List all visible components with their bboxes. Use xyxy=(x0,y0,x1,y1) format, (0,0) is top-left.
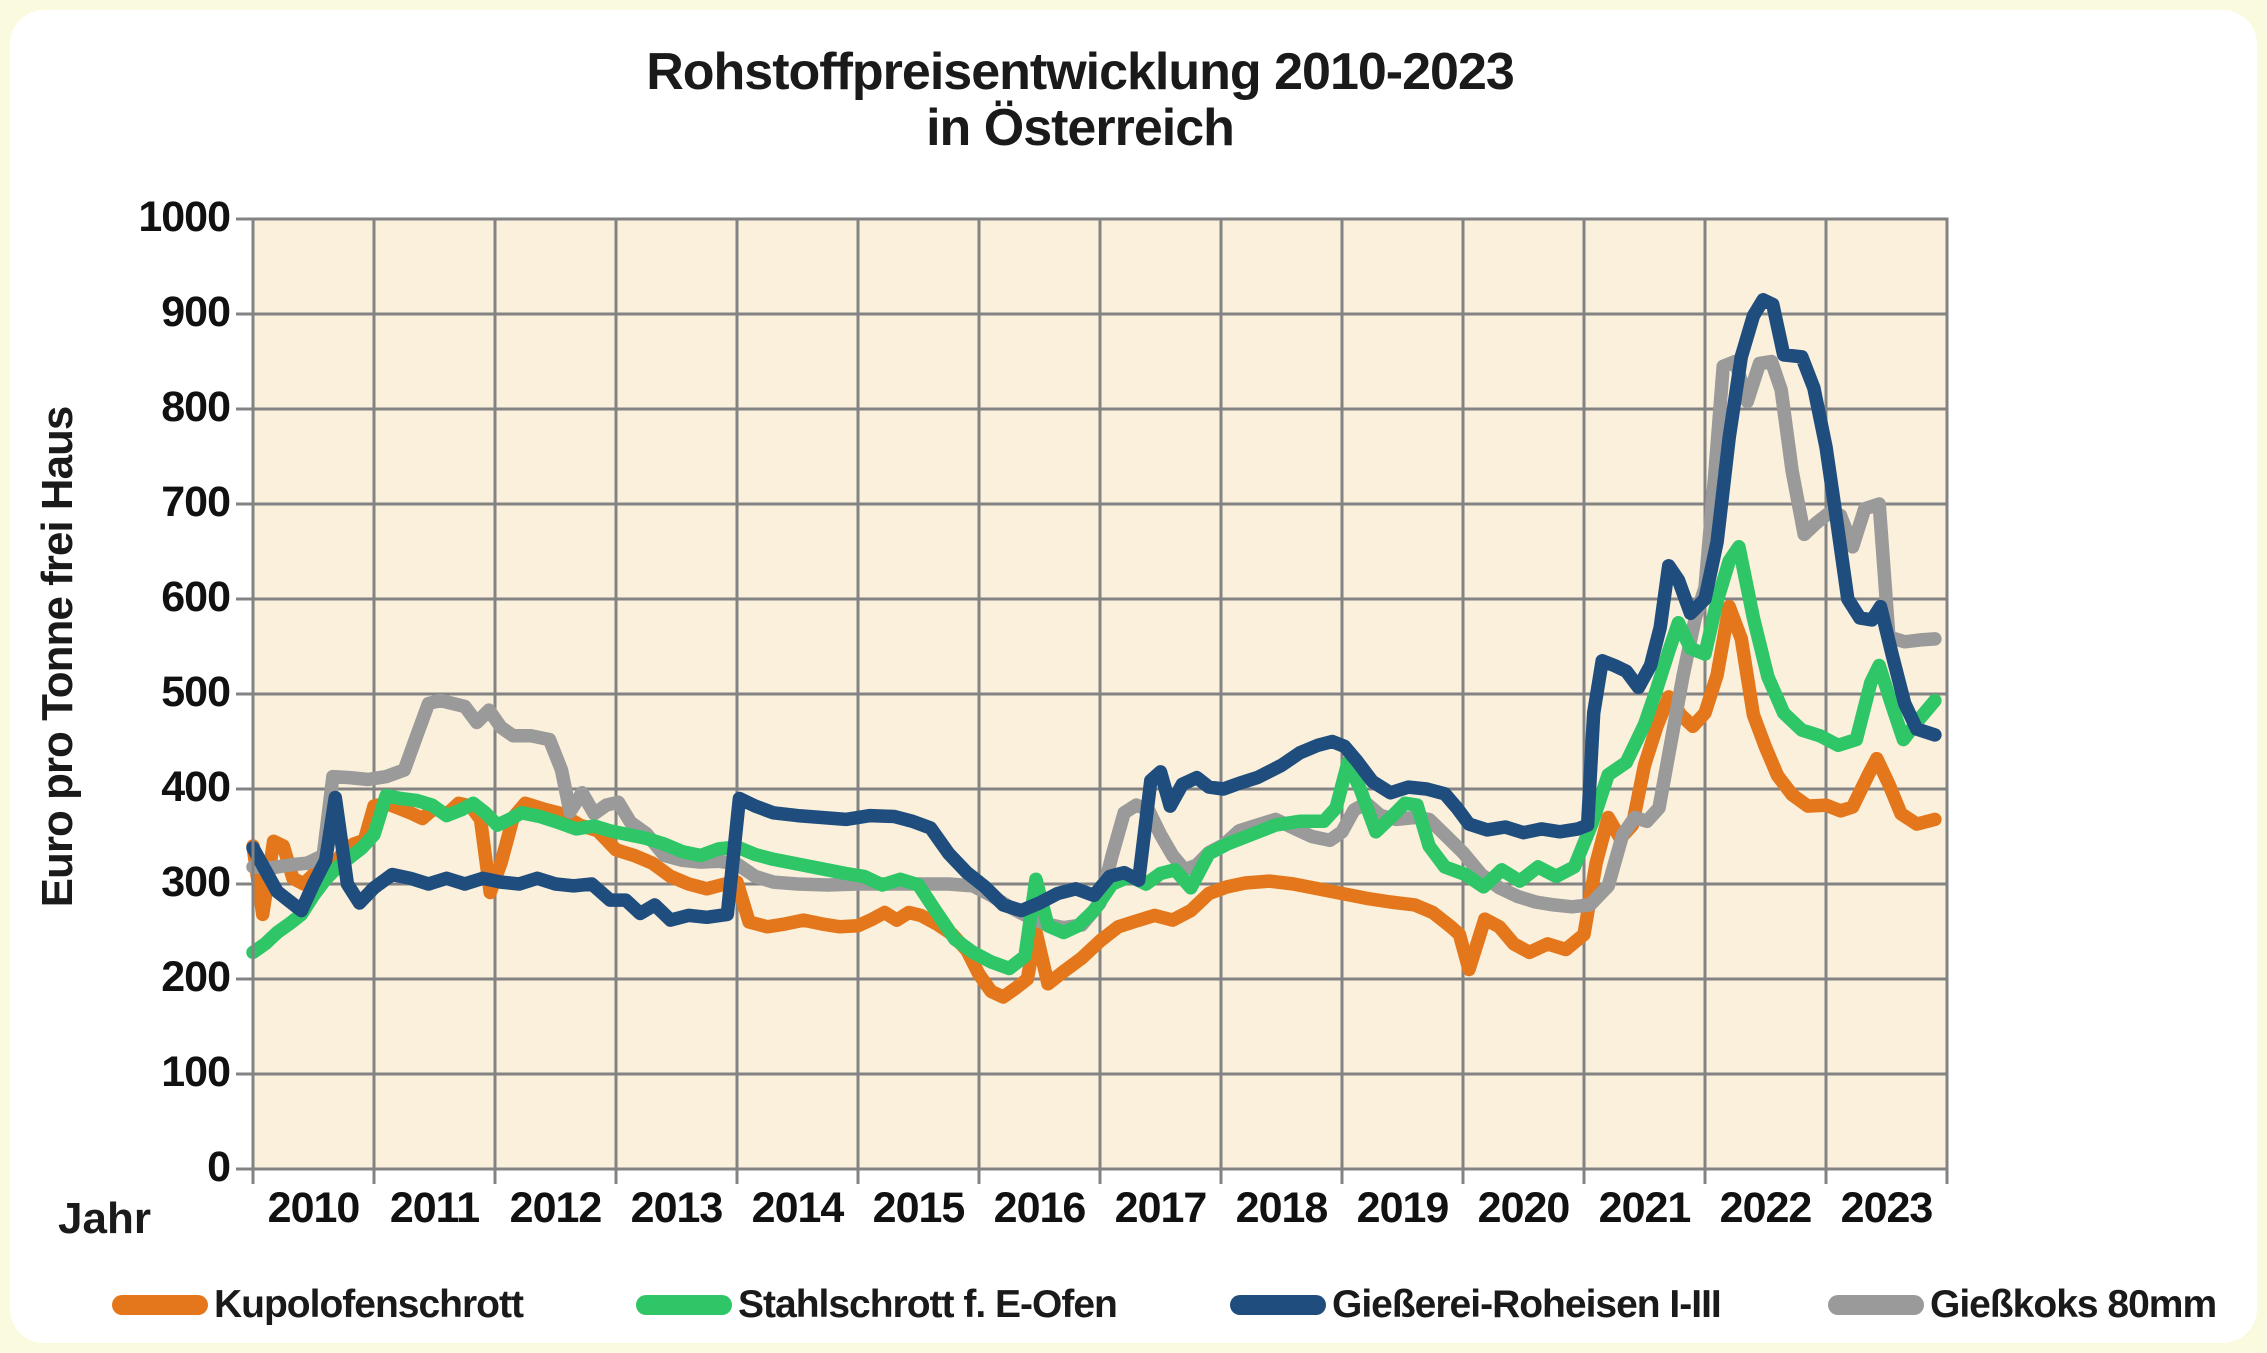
x-tick-label: 2018 xyxy=(1235,1184,1329,1232)
y-tick-label: 1000 xyxy=(138,193,231,241)
series-line-3 xyxy=(246,293,1942,927)
y-tick-label: 300 xyxy=(161,858,231,906)
y-tick-label: 200 xyxy=(161,953,231,1001)
legend-item-giesserei-roheisen: Gießerei-Roheisen I-III xyxy=(1230,1282,1722,1328)
y-tick-label: 800 xyxy=(161,383,231,431)
legend: Kupolofenschrott Stahlschrott f. E-Ofen … xyxy=(0,1282,2267,1332)
legend-item-giesskoks: Gießkoks 80mm xyxy=(1828,1282,2217,1328)
legend-swatch-giesskoks xyxy=(1828,1295,1924,1315)
x-tick-label: 2022 xyxy=(1719,1184,1813,1232)
series-line-2 xyxy=(246,540,1942,976)
x-tick-label: 2013 xyxy=(630,1184,724,1232)
y-tick-label: 700 xyxy=(161,478,231,526)
x-tick-label: 2017 xyxy=(1114,1184,1208,1232)
legend-label: Gießerei-Roheisen I-III xyxy=(1332,1283,1722,1326)
y-tick-label: 0 xyxy=(207,1143,231,1191)
x-tick-label: 2019 xyxy=(1356,1184,1450,1232)
x-tick-label: 2014 xyxy=(751,1184,845,1232)
x-tick-label: 2020 xyxy=(1477,1184,1571,1232)
y-tick-label: 900 xyxy=(161,288,231,336)
y-tick-label: 500 xyxy=(161,668,231,716)
x-tick-label: 2023 xyxy=(1840,1184,1934,1232)
plot-border xyxy=(251,217,1949,1171)
chart-title-line1: Rohstoffpreisentwicklung 2010-2023 xyxy=(646,43,1515,101)
legend-item-stahlschrott: Stahlschrott f. E-Ofen xyxy=(636,1282,1118,1328)
legend-item-kupolofenschrott: Kupolofenschrott xyxy=(112,1282,524,1328)
x-tick-label: 2012 xyxy=(509,1184,603,1232)
x-tick-label: 2010 xyxy=(267,1184,361,1232)
y-tick-label: 400 xyxy=(161,763,231,811)
x-tick-label: 2021 xyxy=(1598,1184,1692,1232)
y-tick-label: 100 xyxy=(161,1048,231,1096)
legend-swatch-giesserei-roheisen xyxy=(1230,1295,1326,1315)
x-tick-label: 2015 xyxy=(872,1184,966,1232)
legend-label: Kupolofenschrott xyxy=(214,1283,524,1326)
x-axis-title: Jahr xyxy=(58,1194,151,1243)
x-tick-label: 2011 xyxy=(389,1184,480,1232)
x-tick-label: 2016 xyxy=(993,1184,1087,1232)
chart-title: Rohstoffpreisentwicklung 2010-2023 in Ös… xyxy=(0,44,2160,156)
legend-label: Stahlschrott f. E-Ofen xyxy=(738,1283,1118,1326)
legend-swatch-kupolofenschrott xyxy=(112,1295,208,1315)
series-line-4 xyxy=(246,354,1942,935)
y-tick-label: 600 xyxy=(161,573,231,621)
chart-title-line2: in Österreich xyxy=(926,99,1235,157)
legend-swatch-stahlschrott xyxy=(636,1295,732,1315)
legend-label: Gießkoks 80mm xyxy=(1930,1283,2217,1326)
